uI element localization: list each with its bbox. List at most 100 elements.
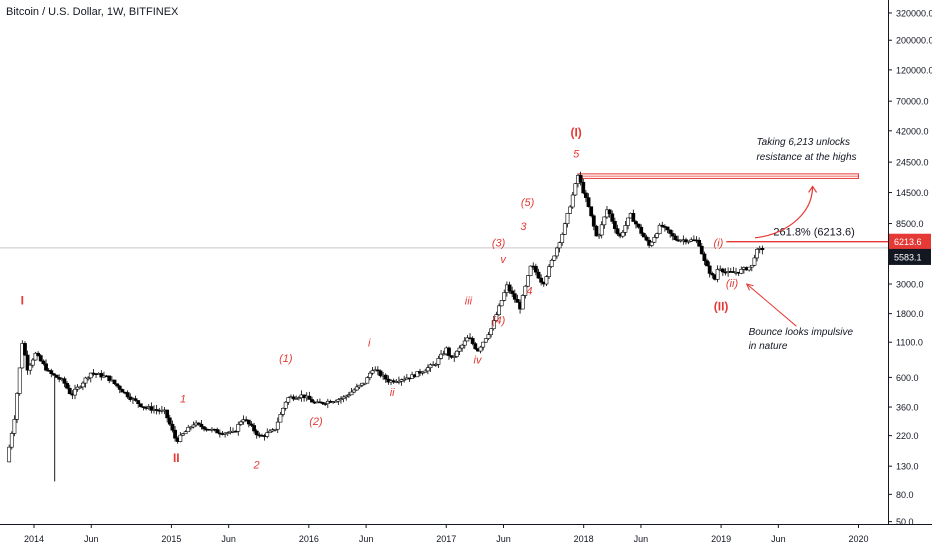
x-axis[interactable]: 2014 Jun 2015 Jun 2016 Jun 2017 Jun 2018 Jun 2019 J… bbox=[0, 524, 932, 544]
curved-arrow bbox=[754, 186, 814, 239]
wave-label: 5 bbox=[573, 149, 580, 161]
y-tick-label: 8500.0 bbox=[896, 219, 924, 229]
candle bbox=[173, 426, 177, 442]
candle bbox=[565, 212, 570, 228]
wave-label: 3 bbox=[520, 221, 527, 233]
wave-label: i bbox=[368, 338, 371, 350]
candle bbox=[215, 427, 220, 434]
candle bbox=[138, 403, 143, 408]
candle bbox=[239, 420, 243, 426]
candle bbox=[710, 271, 715, 279]
candle bbox=[368, 371, 372, 381]
candle bbox=[652, 234, 657, 243]
candle bbox=[454, 350, 459, 359]
wave-labels-layer: III12(1)(2)iiiiiiivv(3)(4)34(5)5(I)(i)(i… bbox=[21, 126, 739, 472]
candle bbox=[441, 350, 446, 356]
candle bbox=[12, 415, 17, 437]
candle bbox=[17, 367, 22, 396]
candle bbox=[631, 209, 636, 222]
x-tick-label: Jun bbox=[634, 534, 649, 544]
candle bbox=[602, 216, 607, 229]
candle bbox=[597, 233, 601, 239]
x-tick-label: 2014 bbox=[24, 534, 44, 544]
candle bbox=[225, 431, 230, 436]
candle bbox=[486, 331, 491, 341]
candle bbox=[149, 402, 154, 414]
candle bbox=[428, 363, 433, 372]
candle bbox=[749, 264, 754, 272]
candle bbox=[52, 373, 56, 377]
candle bbox=[760, 245, 765, 255]
candle bbox=[557, 241, 562, 253]
candle bbox=[468, 333, 472, 340]
annotation-text: Taking 6,213 unlocks bbox=[756, 137, 850, 148]
candle bbox=[620, 230, 625, 239]
candle bbox=[739, 266, 744, 275]
wave-label: (3) bbox=[492, 238, 506, 250]
candle bbox=[357, 384, 362, 390]
candle bbox=[278, 411, 283, 423]
wave-label: ii bbox=[390, 387, 395, 399]
last-price-tag: 5583.1 bbox=[889, 248, 931, 265]
wave-label: v bbox=[500, 254, 507, 266]
candle bbox=[117, 384, 122, 394]
candle bbox=[115, 383, 120, 388]
candle bbox=[552, 255, 557, 262]
candle bbox=[25, 350, 30, 375]
y-tick-label: 320000.0 bbox=[896, 8, 932, 18]
candle bbox=[273, 428, 278, 432]
candle bbox=[612, 217, 617, 233]
candle bbox=[544, 275, 549, 287]
candle bbox=[515, 294, 520, 303]
candle bbox=[747, 266, 752, 272]
candle bbox=[399, 378, 404, 386]
candle bbox=[154, 404, 159, 415]
x-tick-label: 2017 bbox=[436, 534, 456, 544]
candle bbox=[28, 363, 33, 375]
x-tick-label: Jun bbox=[84, 534, 99, 544]
y-tick-label: 120000.0 bbox=[896, 65, 932, 75]
candle bbox=[702, 251, 707, 266]
x-tick-label: 2020 bbox=[848, 534, 868, 544]
wave-label: (5) bbox=[521, 197, 535, 209]
candle bbox=[199, 420, 204, 430]
candle bbox=[186, 424, 191, 433]
candle bbox=[352, 388, 357, 394]
candle bbox=[325, 398, 330, 409]
candle bbox=[378, 369, 383, 378]
candle bbox=[489, 328, 493, 338]
x-tick-label: 2018 bbox=[574, 534, 594, 544]
candle bbox=[705, 258, 709, 267]
x-tick-label: Jun bbox=[221, 534, 236, 544]
candle bbox=[439, 349, 443, 360]
candle bbox=[423, 368, 428, 373]
candle bbox=[320, 401, 325, 406]
y-axis[interactable]: 320000.0 200000.0 120000.0 70000.0 42000.0 24… bbox=[888, 0, 932, 550]
candle bbox=[78, 385, 83, 389]
candle bbox=[38, 354, 43, 362]
annotations-layer: Taking 6,213 unlocks resistance at the hi… bbox=[745, 137, 857, 352]
candle bbox=[589, 206, 594, 218]
price-tags-layer: 6213.6 5583.1 bbox=[889, 233, 931, 265]
candle bbox=[167, 414, 172, 427]
svg-text:6213.6: 6213.6 bbox=[894, 237, 922, 247]
annotation-text: resistance at the highs bbox=[756, 152, 856, 163]
candle bbox=[107, 375, 112, 384]
y-tick-label: 70000.0 bbox=[896, 97, 929, 107]
candle bbox=[460, 343, 465, 352]
candle bbox=[634, 220, 638, 229]
candle bbox=[249, 421, 254, 428]
candle bbox=[447, 346, 451, 360]
candle bbox=[183, 430, 188, 435]
candle bbox=[615, 224, 620, 236]
candle bbox=[494, 311, 499, 322]
candle bbox=[547, 264, 551, 280]
x-tick-label: Jun bbox=[359, 534, 374, 544]
candle bbox=[41, 359, 46, 366]
wave-label: 4 bbox=[526, 286, 532, 298]
candle bbox=[523, 284, 528, 299]
candle bbox=[112, 379, 117, 386]
candle bbox=[623, 221, 628, 236]
y-tick-label: 24500.0 bbox=[896, 158, 929, 168]
